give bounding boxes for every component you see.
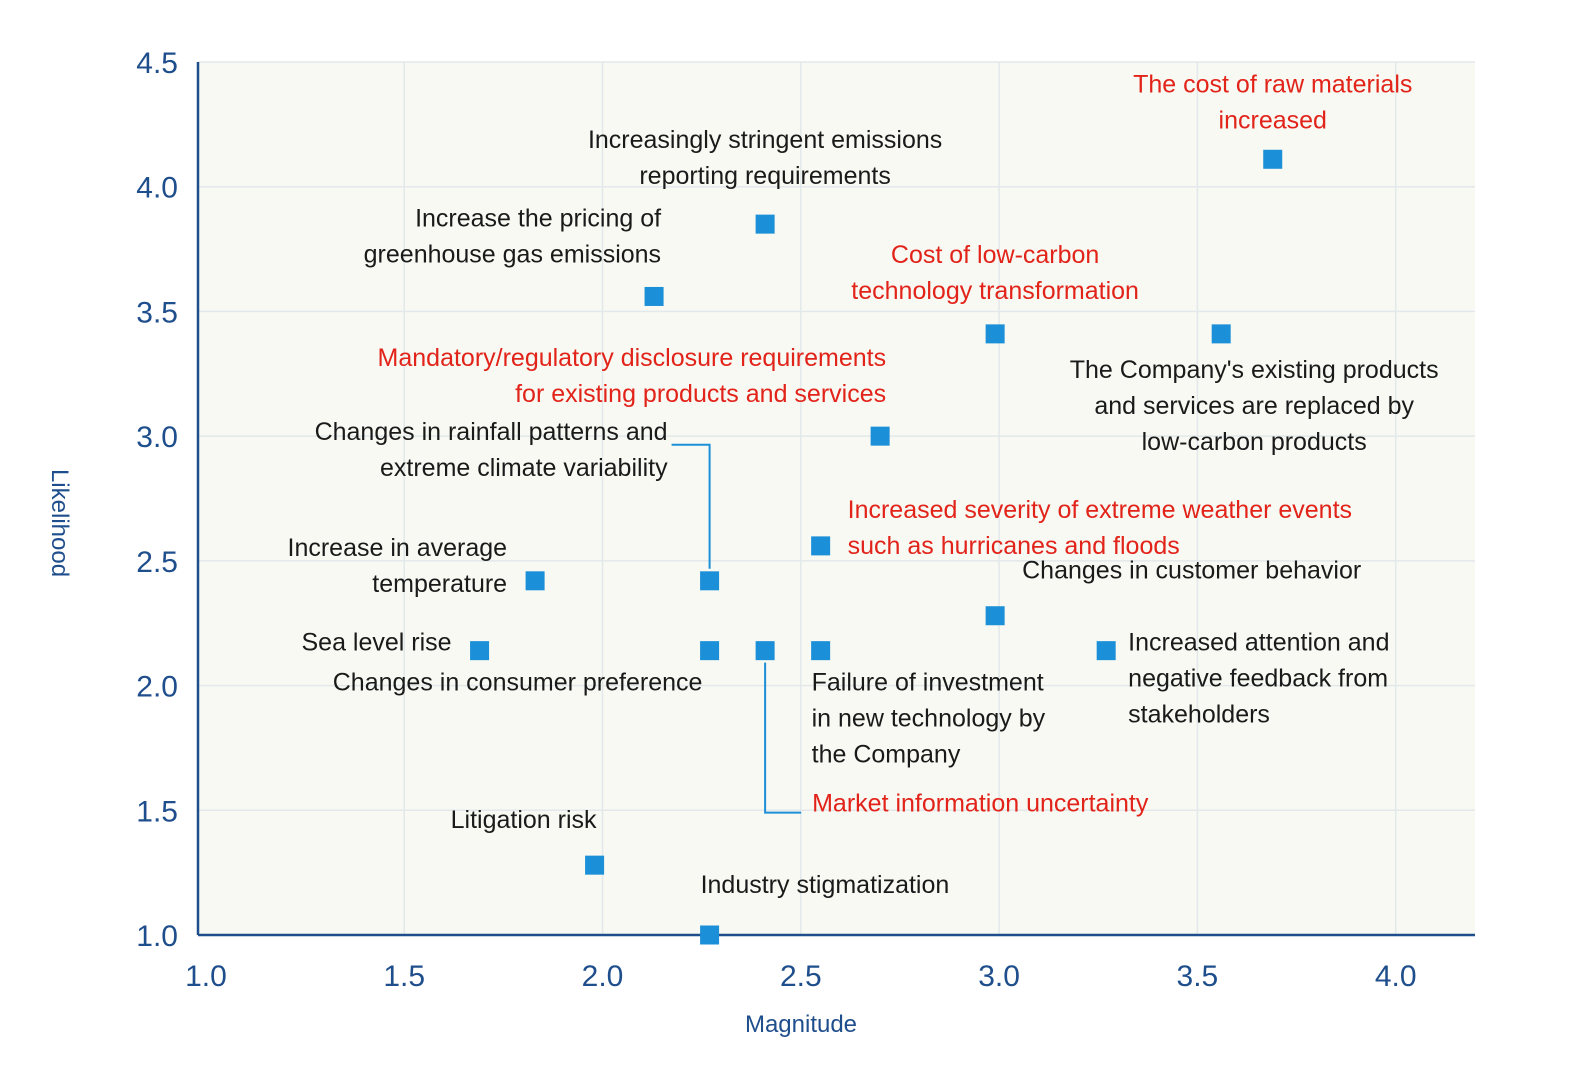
point-label-line: The Company's existing products xyxy=(1070,356,1439,384)
point-label-line: Failure of investment xyxy=(812,669,1044,697)
point-label-line: Increase in average xyxy=(288,534,508,562)
point-label-line: Changes in customer behavior xyxy=(1022,557,1361,585)
point-label: Increased severity of extreme weather ev… xyxy=(848,496,1352,560)
scatter-point xyxy=(700,925,720,945)
plot-background xyxy=(198,62,1475,935)
x-tick-labels: 1.0 1.5 2.0 2.5 3.0 3.5 4.0 xyxy=(185,960,1416,993)
point-label-line: for existing products and services xyxy=(515,380,886,408)
point-label-line: greenhouse gas emissions xyxy=(364,240,661,268)
point-label-line: in new technology by xyxy=(812,705,1046,733)
point-label: Increasingly stringent emissions reportin… xyxy=(588,126,942,190)
point-label-line: technology transformation xyxy=(851,277,1139,305)
point-label: Litigation risk xyxy=(451,806,597,834)
point-label: Increase in average temperature xyxy=(288,534,508,598)
data-points xyxy=(470,149,1283,945)
leader-line-rainfall xyxy=(671,443,711,569)
point-label-line: Litigation risk xyxy=(451,806,597,834)
y-tick-label: 2.5 xyxy=(136,546,178,579)
point-label: Changes in customer behavior xyxy=(1022,557,1361,585)
point-label-line: Increased severity of extreme weather ev… xyxy=(848,496,1352,524)
scatter-point xyxy=(811,536,831,556)
point-label: Increased attention and negative feedback… xyxy=(1128,629,1389,729)
y-tick-label: 2.0 xyxy=(136,671,178,704)
scatter-point xyxy=(870,426,890,446)
point-label-line: Increasingly stringent emissions xyxy=(588,126,942,154)
x-tick-label: 1.0 xyxy=(185,960,227,993)
scatter-point xyxy=(985,324,1005,344)
point-label: Mandatory/regulatory disclosure requirem… xyxy=(378,344,887,408)
leader-lines xyxy=(671,443,802,814)
point-label-line: Changes in rainfall patterns and xyxy=(315,418,668,446)
point-label-line: Sea level rise xyxy=(301,629,451,657)
point-labels: The cost of raw materials increased Increa… xyxy=(288,70,1439,899)
point-label: The Company's existing products and servi… xyxy=(1070,356,1439,456)
y-axis-title: Likelihood xyxy=(46,469,73,577)
scatter-point xyxy=(470,641,490,661)
point-label-line: Market information uncertainty xyxy=(812,790,1149,818)
point-label-line: Cost of low-carbon xyxy=(891,241,1099,269)
scatter-point xyxy=(755,641,775,661)
scatter-point xyxy=(1096,641,1116,661)
scatter-point xyxy=(811,641,831,661)
scatter-point xyxy=(1263,149,1283,169)
x-tick-label: 1.5 xyxy=(383,960,425,993)
scatter-point xyxy=(700,571,720,591)
y-tick-label: 4.0 xyxy=(136,172,178,205)
x-axis-title: Magnitude xyxy=(745,1011,857,1038)
point-label-line: The cost of raw materials xyxy=(1133,70,1412,98)
leader-line-market xyxy=(764,662,802,814)
y-tick-labels: 1.0 1.5 2.0 2.5 3.0 3.5 4.0 4.5 xyxy=(136,47,178,953)
axes xyxy=(196,62,1475,937)
point-label: Changes in rainfall patterns and extreme … xyxy=(315,418,669,482)
x-tick-label: 4.0 xyxy=(1375,960,1417,993)
point-label-line: Industry stigmatization xyxy=(701,871,950,899)
point-label-line: Changes in consumer preference xyxy=(333,669,703,697)
point-label: Changes in consumer preference xyxy=(333,669,703,697)
scatter-point xyxy=(585,855,605,875)
y-tick-label: 3.5 xyxy=(136,296,178,329)
scatter-point xyxy=(1211,324,1231,344)
point-label-line: negative feedback from xyxy=(1128,665,1388,693)
point-label-line: the Company xyxy=(812,741,961,769)
x-tick-label: 3.0 xyxy=(978,960,1020,993)
scatter-point xyxy=(644,286,664,306)
scatter-point xyxy=(700,641,720,661)
point-label-line: extreme climate variability xyxy=(380,454,668,482)
scatter-point xyxy=(755,214,775,234)
point-label-line: Increased attention and xyxy=(1128,629,1389,657)
point-label-line: stakeholders xyxy=(1128,701,1270,729)
point-label: Sea level rise xyxy=(301,629,451,657)
y-tick-label: 1.5 xyxy=(136,795,178,828)
y-tick-label: 4.5 xyxy=(136,47,178,80)
point-label: Increase the pricing of greenhouse gas em… xyxy=(364,204,661,268)
point-label: Market information uncertainty xyxy=(812,790,1149,818)
point-label-line: low-carbon products xyxy=(1142,428,1367,456)
x-tick-label: 2.5 xyxy=(780,960,822,993)
point-label-line: reporting requirements xyxy=(639,162,891,190)
point-label-line: and services are replaced by xyxy=(1094,392,1414,420)
point-label: The cost of raw materials increased xyxy=(1133,70,1412,134)
x-tick-label: 3.5 xyxy=(1177,960,1219,993)
point-label-line: Mandatory/regulatory disclosure requirem… xyxy=(378,344,887,372)
scatter-point xyxy=(985,606,1005,626)
point-label-line: Increase the pricing of xyxy=(415,204,661,232)
y-tick-label: 1.0 xyxy=(136,920,178,953)
point-label: Industry stigmatization xyxy=(701,871,950,899)
point-label: Cost of low-carbon technology transformat… xyxy=(851,241,1139,305)
point-label-line: temperature xyxy=(372,570,507,598)
x-tick-label: 2.0 xyxy=(582,960,624,993)
y-tick-label: 3.0 xyxy=(136,421,178,454)
point-label-line: increased xyxy=(1219,106,1327,134)
point-label: Failure of investment in new technology b… xyxy=(812,669,1046,769)
point-label-line: such as hurricanes and floods xyxy=(848,532,1180,560)
scatter-point xyxy=(525,571,545,591)
grid-lines xyxy=(198,61,1475,935)
